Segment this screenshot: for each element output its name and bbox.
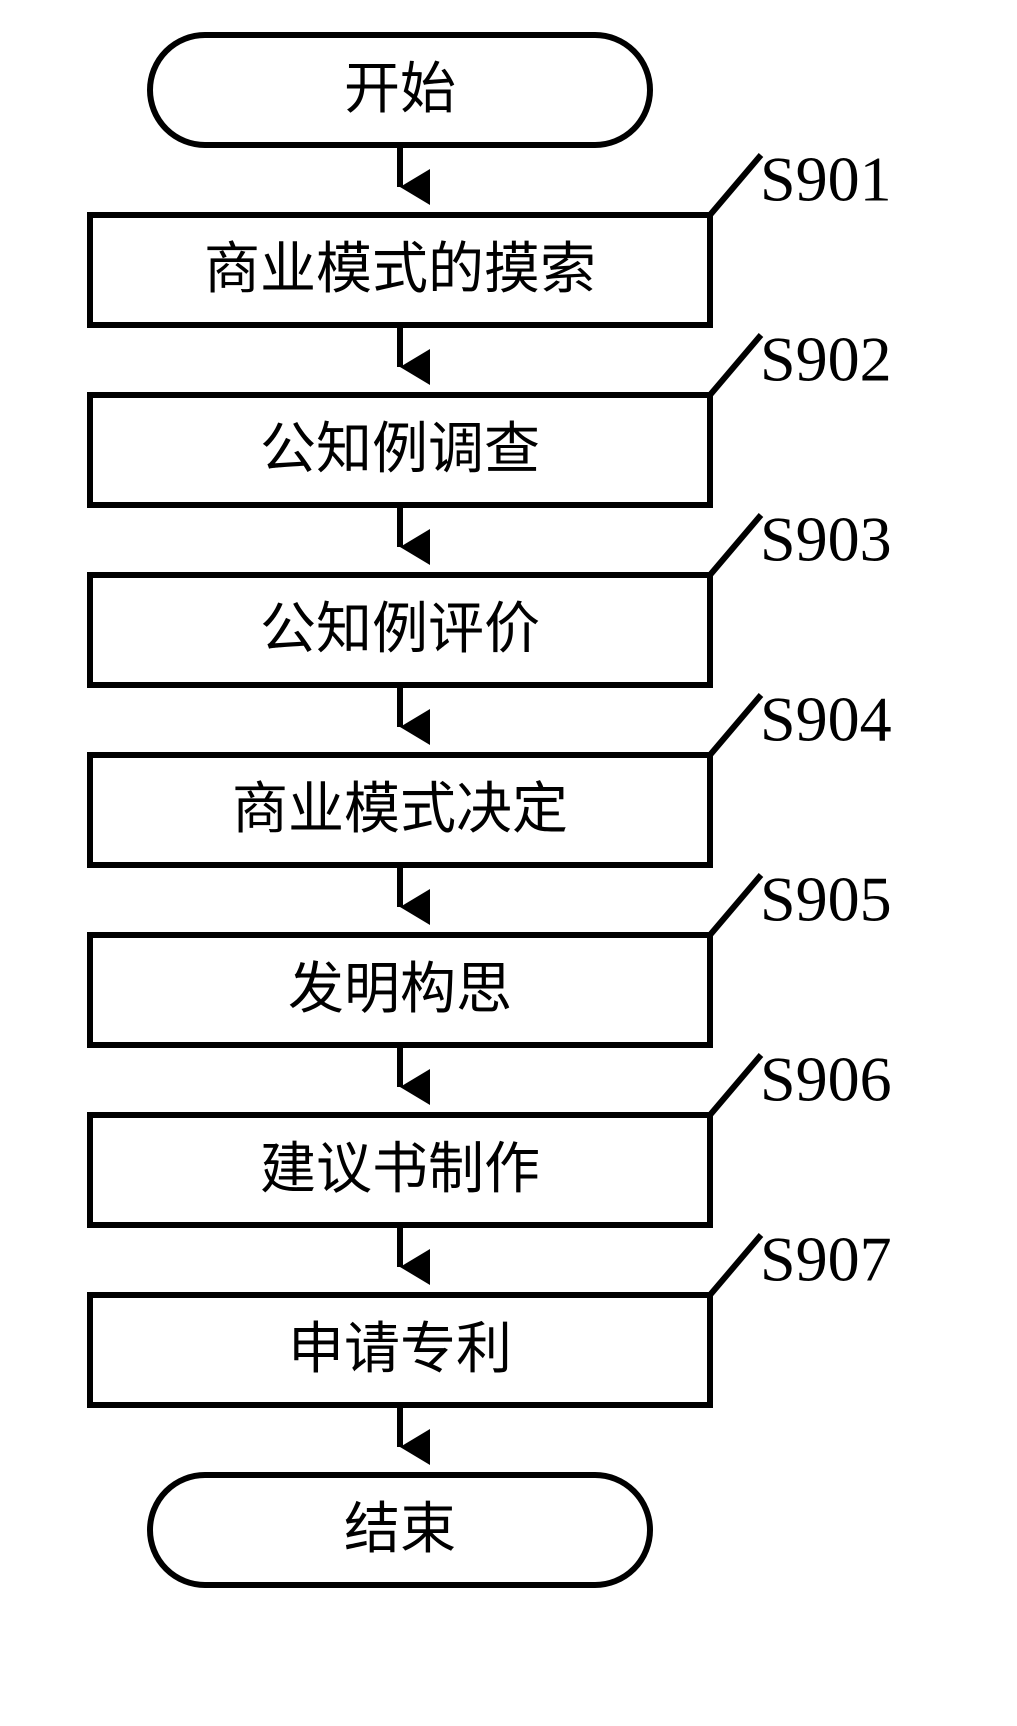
node-label: 结束 (344, 1499, 456, 1561)
step-id-label: S906 (760, 1044, 892, 1115)
terminal-node: 开始 (150, 35, 650, 145)
step-id-label: S905 (760, 864, 892, 935)
node-label: 建议书制作 (260, 1139, 540, 1201)
node-label: 申请专利 (288, 1319, 512, 1381)
node-label: 公知例评价 (260, 599, 540, 661)
node-label: 商业模式的摸索 (204, 239, 596, 301)
step-id-label: S904 (760, 684, 892, 755)
terminal-node: 结束 (150, 1475, 650, 1585)
step-id-label: S907 (760, 1224, 892, 1295)
step-id-label: S902 (760, 324, 892, 395)
node-label: 商业模式决定 (232, 779, 568, 841)
flowchart-canvas: 开始商业模式的摸索 S901 公知例调查 S902 公知例评价 S903 商业模式决定 S90… (0, 0, 1017, 1726)
node-label: 公知例调查 (260, 419, 540, 481)
step-id-label: S901 (760, 144, 892, 215)
node-label: 发明构思 (288, 959, 512, 1021)
node-label: 开始 (344, 59, 456, 121)
step-id-label: S903 (760, 504, 892, 575)
